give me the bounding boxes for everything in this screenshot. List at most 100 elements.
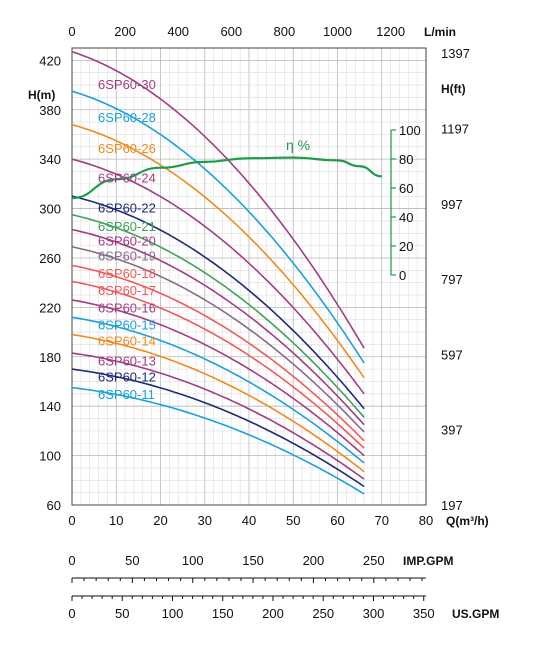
series-label: 6SP60-20 xyxy=(98,234,156,249)
efficiency-line xyxy=(71,156,382,200)
series-label: 6SP60-13 xyxy=(98,353,156,368)
series-line-6sp60-30 xyxy=(71,50,365,349)
top-tick-label: 1000 xyxy=(323,24,352,39)
us-gpm-tick-label: 350 xyxy=(413,606,435,621)
series-label: 6SP60-19 xyxy=(98,249,156,264)
us-gpm-tick-label: 250 xyxy=(312,606,334,621)
y-tick-label: 100 xyxy=(39,449,61,464)
y-tick-label: 340 xyxy=(39,152,61,167)
series-line-6sp60-20 xyxy=(71,228,365,426)
us-gpm-tick-label: 100 xyxy=(162,606,184,621)
series-line-6sp60-14 xyxy=(71,333,365,473)
imp-gpm-tick-label: 200 xyxy=(303,553,325,568)
y-tick-label: 300 xyxy=(39,202,61,217)
x-tick-label: 40 xyxy=(242,513,256,528)
series-label: 6SP60-28 xyxy=(98,110,156,125)
series-labels: 6SP60-30 6SP60-28 6SP60-26 6SP60-24 6SP60-22… xyxy=(98,77,156,402)
series-line-6sp60-18 xyxy=(71,264,365,442)
series-line-6sp60-16 xyxy=(71,299,365,457)
efficiency-curve-group: 0 20 40 60 80 100 η % xyxy=(71,123,421,283)
imp-gpm-tick-label: 100 xyxy=(182,553,204,568)
imp-gpm-label: IMP.GPM xyxy=(403,554,453,568)
series-line-6sp60-12 xyxy=(71,368,365,488)
series-line-6sp60-15 xyxy=(71,316,365,464)
series-line-6sp60-11 xyxy=(71,386,365,495)
series-line-6sp60-21 xyxy=(71,213,365,418)
top-axis-label: L/min xyxy=(424,25,456,39)
efficiency-tick-label: 40 xyxy=(399,210,413,225)
right-tick-label: 197 xyxy=(441,498,463,513)
series-line-6sp60-26 xyxy=(71,123,365,379)
us-gpm-tick-label: 50 xyxy=(115,606,129,621)
x-tick-label: 60 xyxy=(330,513,344,528)
right-tick-label: 397 xyxy=(441,423,463,438)
x-tick-label: 30 xyxy=(198,513,212,528)
series-label: 6SP60-24 xyxy=(98,171,156,186)
series-line-6sp60-22 xyxy=(71,195,365,410)
series-line-6sp60-28 xyxy=(71,90,365,364)
x-tick-label: 50 xyxy=(286,513,300,528)
plot-border xyxy=(71,47,427,506)
right-tick-label: 1397 xyxy=(441,46,470,61)
series-label: 6SP60-21 xyxy=(98,219,156,234)
right-tick-label: 797 xyxy=(441,272,463,287)
us-gpm-label: US.GPM xyxy=(452,607,499,621)
series-label: 6SP60-11 xyxy=(98,387,155,402)
imp-gpm-tick-label: 150 xyxy=(242,553,264,568)
plot-frame xyxy=(71,47,427,506)
series-line-6sp60-17 xyxy=(71,280,365,449)
y-axis-label: H(m) xyxy=(28,88,55,102)
series-label: 6SP60-17 xyxy=(98,283,156,298)
imp-gpm-tick-label: 0 xyxy=(68,553,75,568)
x-axis-label: Q(m³/h) xyxy=(446,514,489,528)
series-label: 6SP60-14 xyxy=(98,334,156,349)
top-tick-label: 600 xyxy=(220,24,242,39)
axes: 0 10 20 30 40 50 60 70 80 Q(m³/h) 60 100 140 180 220 26… xyxy=(28,24,489,528)
series-label: 6SP60-16 xyxy=(98,300,156,315)
series-label: 6SP60-30 xyxy=(98,77,156,92)
y-tick-label: 60 xyxy=(47,498,61,513)
right-axis-label: H(ft) xyxy=(441,82,466,96)
efficiency-tick-label: 0 xyxy=(399,268,406,283)
right-tick-label: 597 xyxy=(441,347,463,362)
x-tick-label: 70 xyxy=(375,513,389,528)
imp-gpm-tick-label: 50 xyxy=(125,553,139,568)
series-label: 6SP60-26 xyxy=(98,141,156,156)
series-label: 6SP60-12 xyxy=(98,370,156,385)
efficiency-label: η % xyxy=(286,137,310,153)
series-label: 6SP60-18 xyxy=(98,266,156,281)
y-tick-label: 220 xyxy=(39,300,61,315)
x-tick-label: 0 xyxy=(68,513,75,528)
efficiency-tick-label: 60 xyxy=(399,181,413,196)
imp-gpm-tick-label: 250 xyxy=(363,553,385,568)
top-tick-label: 800 xyxy=(274,24,296,39)
top-tick-label: 400 xyxy=(167,24,189,39)
top-tick-label: 200 xyxy=(114,24,136,39)
right-tick-label: 1197 xyxy=(441,121,469,136)
right-tick-label: 997 xyxy=(441,197,463,212)
y-tick-label: 380 xyxy=(39,103,61,118)
efficiency-tick-label: 80 xyxy=(399,152,413,167)
x-tick-label: 10 xyxy=(109,513,123,528)
y-tick-label: 140 xyxy=(39,399,61,414)
top-tick-label: 1200 xyxy=(376,24,405,39)
head-curves xyxy=(71,50,365,495)
series-label: 6SP60-22 xyxy=(98,200,156,215)
us-gpm-tick-label: 200 xyxy=(262,606,284,621)
efficiency-tick-label: 20 xyxy=(399,239,413,254)
series-label: 6SP60-15 xyxy=(98,318,156,333)
y-tick-label: 260 xyxy=(39,251,61,266)
y-tick-label: 420 xyxy=(39,53,61,68)
x-tick-label: 80 xyxy=(419,513,433,528)
us-gpm-tick-label: 150 xyxy=(212,606,234,621)
series-line-6sp60-24 xyxy=(71,158,365,395)
us-gpm-tick-label: 0 xyxy=(68,606,75,621)
top-tick-label: 0 xyxy=(68,24,75,39)
efficiency-tick-label: 100 xyxy=(399,123,421,138)
y-tick-label: 180 xyxy=(39,350,61,365)
us-gpm-tick-label: 300 xyxy=(363,606,385,621)
series-line-6sp60-13 xyxy=(71,352,365,480)
flow-unit-scales: 0 50 100 150 200 250 IMP.GPM 0 50 100 150 200 250 300… xyxy=(68,553,499,621)
x-tick-label: 20 xyxy=(153,513,167,528)
